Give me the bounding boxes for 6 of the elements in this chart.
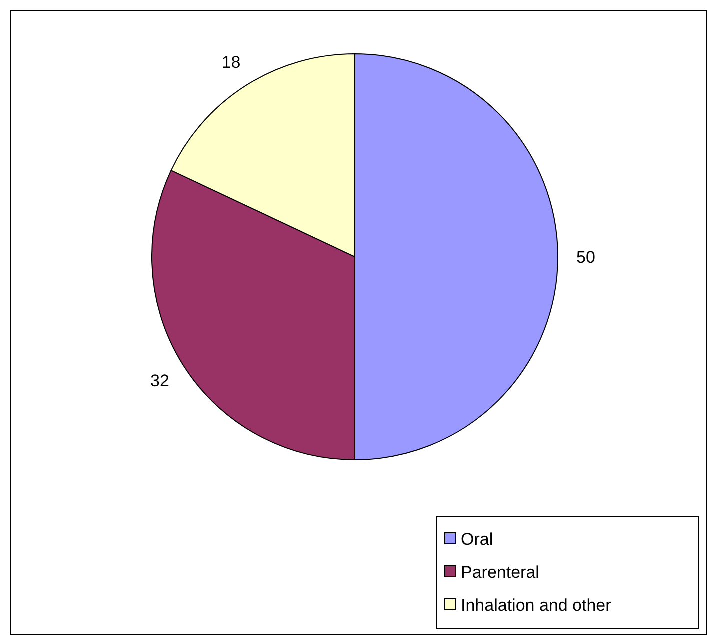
data-label: 50 (576, 248, 596, 267)
data-label: 18 (222, 52, 241, 72)
legend-label: Oral (461, 530, 494, 549)
data-label: 32 (150, 372, 170, 391)
legend-label: Inhalation and other (461, 596, 612, 615)
legend-label: Parenteral (461, 562, 540, 582)
